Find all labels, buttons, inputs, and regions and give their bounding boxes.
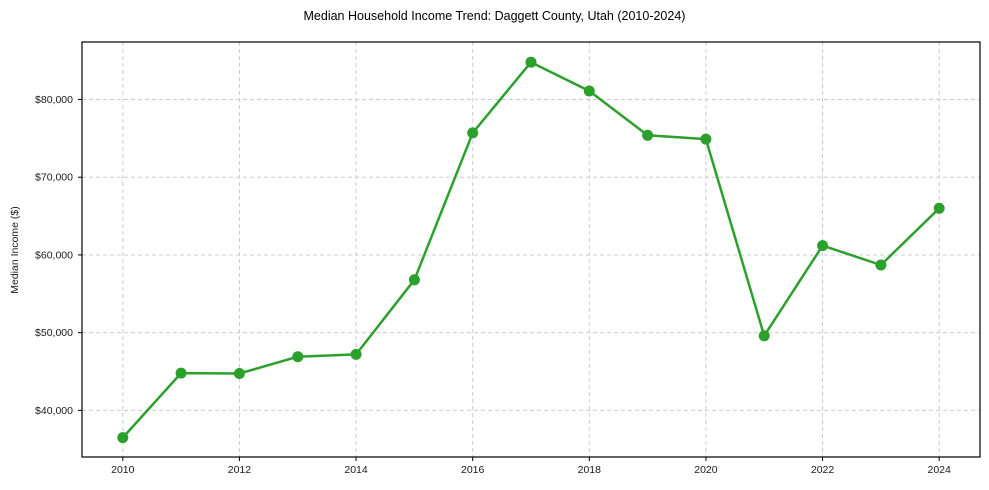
y-tick-label-40000: $40,000	[35, 405, 73, 417]
trend-line	[121, 60, 941, 439]
x-tick-label-2010: 2010	[111, 464, 135, 476]
x-tick-label-2018: 2018	[578, 464, 602, 476]
data-point-2011	[175, 367, 187, 379]
x-tick-label-2016: 2016	[461, 464, 485, 476]
x-tick-label-2024: 2024	[928, 464, 952, 476]
data-point-2018	[583, 85, 595, 97]
data-point-2017	[525, 56, 537, 68]
data-point-2014	[350, 348, 362, 360]
data-point-2013	[292, 351, 304, 363]
data-point-2020	[700, 133, 712, 145]
plot-border	[81, 41, 981, 458]
y-tick-label-50000: $50,000	[35, 327, 73, 339]
data-point-2022	[817, 240, 829, 252]
data-point-2015	[408, 274, 420, 286]
x-tick-label-2022: 2022	[811, 464, 835, 476]
data-point-2021	[758, 330, 770, 342]
y-tick-label-80000: $80,000	[35, 94, 73, 106]
x-tick-label-2020: 2020	[694, 464, 718, 476]
data-point-2019	[642, 129, 654, 141]
data-point-2023	[875, 259, 887, 271]
data-point-2012	[233, 368, 245, 379]
y-tick-label-70000: $70,000	[35, 172, 73, 184]
y-tick-label-60000: $60,000	[35, 249, 73, 261]
data-point-2024	[933, 202, 945, 214]
x-tick-label-2012: 2012	[228, 464, 252, 476]
x-tick-label-2014: 2014	[344, 464, 368, 476]
chart-title: Median Household Income Trend: Daggett C…	[303, 9, 686, 23]
data-point-2016	[467, 127, 479, 139]
data-point-2010	[117, 432, 129, 444]
